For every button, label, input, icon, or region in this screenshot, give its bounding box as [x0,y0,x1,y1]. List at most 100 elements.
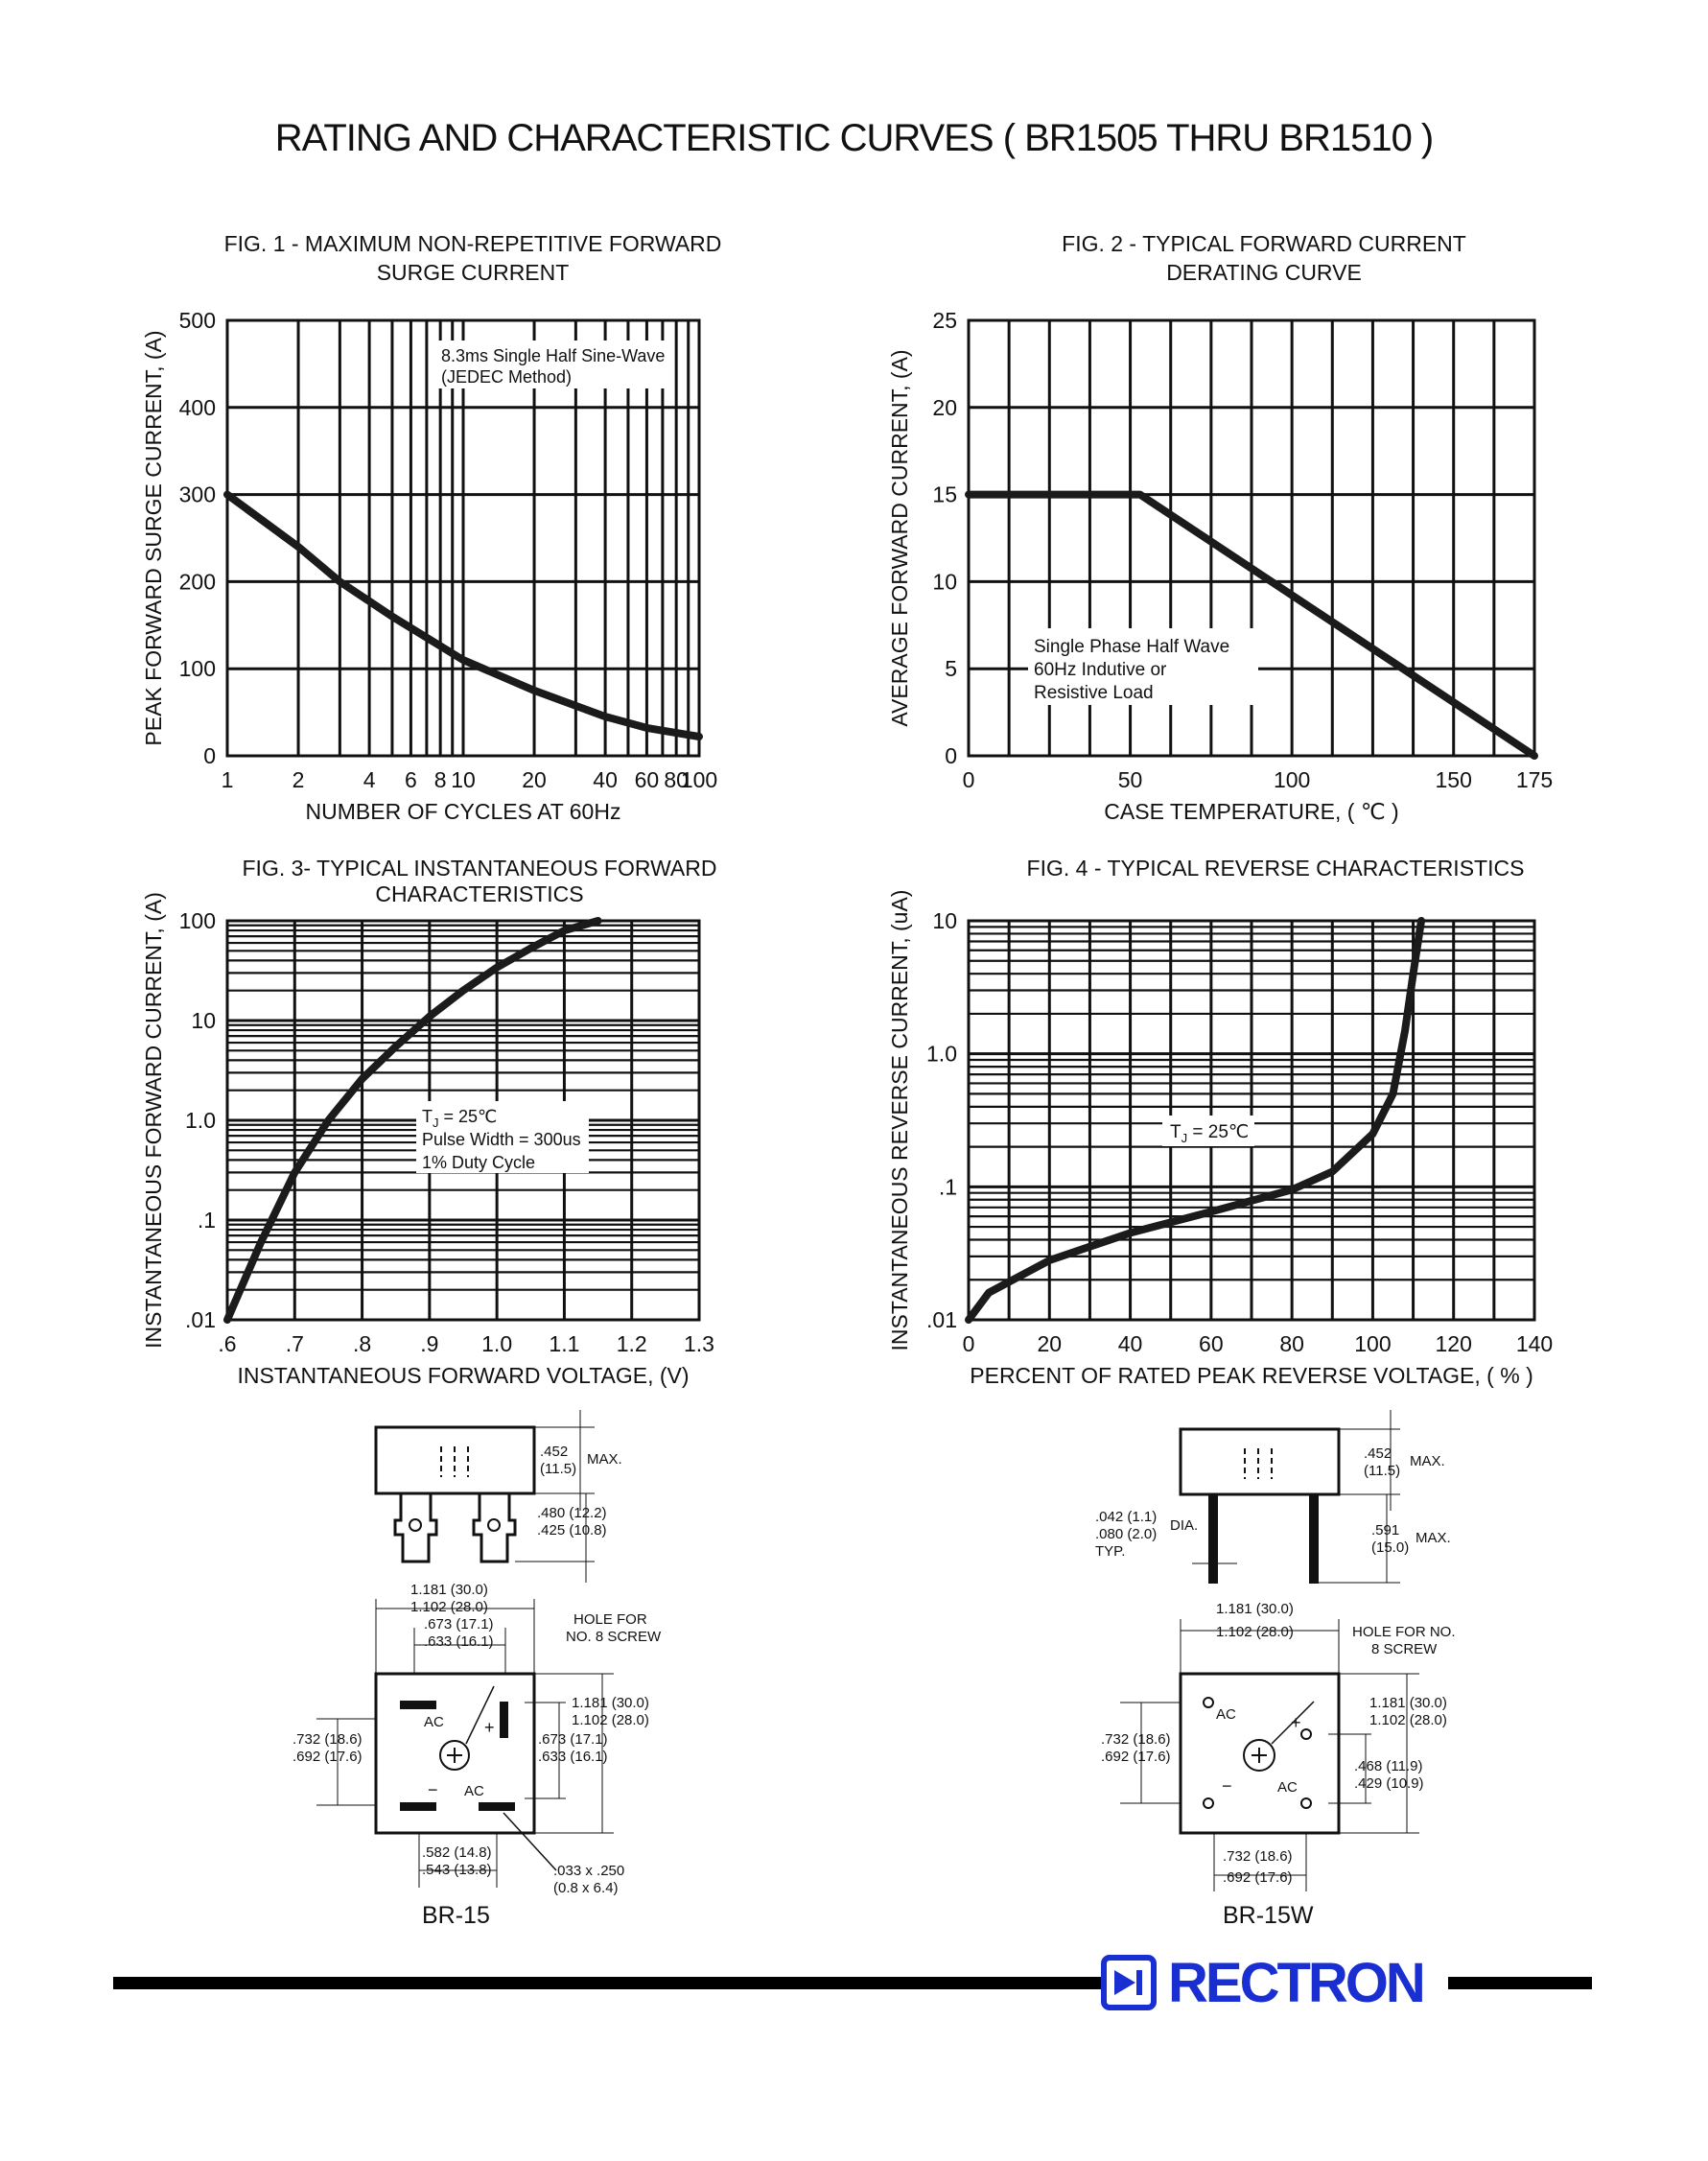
x-tick-label: 8 [434,767,447,792]
x-tick-label: 140 [1516,1331,1553,1356]
br15-plus: + [484,1718,495,1737]
annotation-line3: 1% Duty Cycle [422,1153,535,1172]
chart-frame [967,318,1536,758]
y-tick-label: 10 [932,569,957,594]
br15-dim-033: .033 x .250 [553,1863,624,1879]
br15w-ac1: AC [1216,1706,1236,1723]
x-tick-label: 0 [963,767,975,792]
br15w-minus: − [1222,1776,1232,1796]
br15w-dim-042: .042 (1.1) [1095,1509,1157,1525]
br15w-top-body [1179,1672,1341,1835]
y-tick-label: 100 [179,656,216,681]
y-tick-label: 1.0 [185,1108,216,1133]
br15w-side-body [1179,1427,1341,1496]
br15w-dim-1181-r: 1.181 (30.0) [1369,1695,1447,1711]
rectron-logo: RECTRON [1101,1952,1448,2014]
y-tick-label: .1 [939,1174,957,1199]
br15-lead-right [472,1493,517,1563]
br15-lead-left [393,1493,438,1563]
x-tick-label: 1.3 [684,1331,714,1356]
annotation-box [416,1101,589,1173]
br15w-dim-591: .591 [1371,1522,1399,1539]
br15w-max2: MAX. [1416,1530,1451,1546]
x-axis-label: CASE TEMPERATURE, ( ℃ ) [1104,799,1398,824]
y-tick-label: 0 [203,743,216,768]
br15w-dim-452-mm: (11.5) [1364,1463,1400,1479]
x-tick-label: 100 [1354,1331,1391,1356]
series-line [223,490,703,740]
br15-minus: − [428,1780,438,1799]
annotation-box [1162,1116,1254,1146]
y-tick-label: .1 [198,1208,216,1233]
br15w-hole-line2: 8 SCREW [1371,1641,1438,1657]
br15w-dim-692b: .692 (17.6) [1223,1869,1293,1886]
br15-dimension-labels: .452 (11.5) MAX. .480 (12.2) .425 (10.8)… [292,1444,662,1896]
x-tick-label: 150 [1436,767,1472,792]
x-tick-label: 175 [1516,767,1553,792]
x-axis-label: INSTANTANEOUS FORWARD VOLTAGE, (V) [237,1363,689,1388]
x-tick-label: 2 [292,767,305,792]
br15-dim-673: .673 (17.1) [424,1616,494,1632]
annotation-line2: Pulse Width = 300us [422,1130,581,1149]
y-tick-label: 1.0 [926,1042,957,1067]
x-tick-label: 1 [222,767,234,792]
br15-dim-633-r: .633 (16.1) [538,1749,608,1765]
y-tick-label: 200 [179,569,216,594]
br15w-dim-080: .080 (2.0) [1095,1526,1157,1542]
annotation-line2: (JEDEC Method) [441,367,572,387]
br15w-dim-452: .452 [1364,1445,1392,1462]
annotation-line1: 8.3ms Single Half Sine-Wave [441,346,665,365]
br15-dim-582: .582 (14.8) [422,1844,492,1861]
chart-frame [225,919,701,1322]
y-tick-label: 0 [945,743,957,768]
footer-rule-right [1448,1977,1592,1989]
br15w-dim-1181: 1.181 (30.0) [1216,1601,1294,1617]
br15w-dim-429: .429 (10.9) [1354,1775,1424,1792]
y-axis-label: AVERAGE FORWARD CURRENT, (A) [887,349,912,726]
br15w-dia: DIA. [1170,1517,1198,1534]
annotation-line2: 60Hz Indutive or [1034,660,1167,680]
br15-max: MAX. [587,1451,622,1468]
annotation-box [1028,628,1258,705]
br15w-dim-732b: .732 (18.6) [1223,1848,1293,1865]
chart-title-line2: SURGE CURRENT [377,260,570,285]
chart-title-line2: CHARACTERISTICS [375,881,583,906]
br15-hole-line2: NO. 8 SCREW [566,1629,662,1645]
br15-label: BR-15 [422,1902,490,1929]
annotation-line1: Single Phase Half Wave [1034,637,1229,657]
page-title: RATING AND CHARACTERISTIC CURVES ( BR150… [274,117,1435,159]
br15-top-body [374,1672,536,1835]
x-tick-label: 60 [1199,1331,1224,1356]
br15-dim-1102: 1.102 (28.0) [410,1599,488,1615]
br15-dim-732: .732 (18.6) [292,1731,363,1748]
br15w-plus: + [1291,1713,1301,1732]
br15w-hole-line1: HOLE FOR NO. [1352,1624,1456,1640]
y-tick-label: .01 [185,1307,216,1332]
br15-package-drawing [316,1410,614,1888]
br15w-dim-692: .692 (17.6) [1101,1749,1171,1765]
x-tick-label: 40 [593,767,618,792]
chart-frame [967,919,1536,1322]
fig4-reverse-characteristics-chart: FIG. 4 - TYPICAL REVERSE CHARACTERISTICS… [887,856,1553,1388]
rectron-logo-text: RECTRON [1168,1952,1426,2014]
br15-dim-08: (0.8 x 6.4) [553,1880,619,1896]
y-tick-label: 10 [191,1008,216,1033]
x-tick-label: 4 [363,767,376,792]
x-tick-label: 100 [1274,767,1310,792]
br15w-max: MAX. [1410,1453,1445,1469]
x-tick-label: 20 [522,767,547,792]
x-tick-label: 100 [681,767,717,792]
y-tick-label: 100 [179,908,216,933]
br15-dim-1181-r: 1.181 (30.0) [572,1695,649,1711]
footer-rule-left [113,1977,1101,1989]
chart-grid [967,919,1536,1322]
y-tick-label: 10 [932,908,957,933]
series-line [965,917,1425,1324]
br15w-dim-468: .468 (11.9) [1354,1758,1422,1774]
x-tick-label: 50 [1118,767,1143,792]
br15w-dim-1102: 1.102 (28.0) [1216,1624,1294,1640]
y-tick-label: .01 [926,1307,957,1332]
br15-dim-673-r: .673 (17.1) [538,1731,608,1748]
y-tick-label: 20 [932,395,957,420]
